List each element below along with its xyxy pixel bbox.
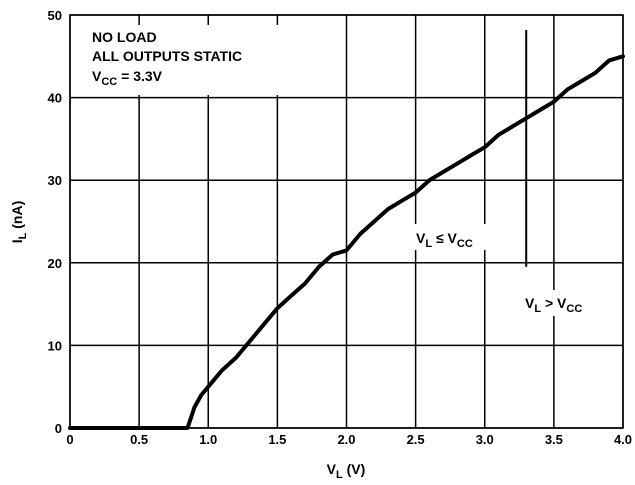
label-vl-le-vcc: VL ≤ VCC — [416, 230, 473, 250]
y-tick-labels: 0 10 20 30 40 50 — [48, 8, 62, 436]
x-tick-label-5: 2.5 — [407, 432, 425, 447]
annotation-outputs-static: ALL OUTPUTS STATIC — [92, 48, 242, 64]
label-vl-gt-vcc: VL > VCC — [525, 295, 582, 315]
x-axis-label: VL (V) — [327, 461, 366, 481]
y-axis-label: IL (nA) — [9, 201, 29, 244]
x-tick-label-4: 2.0 — [337, 432, 355, 447]
annotation-box-bg — [82, 25, 292, 95]
y-tick-label-5: 50 — [48, 8, 62, 23]
y-tick-label-0: 0 — [55, 421, 62, 436]
y-tick-label-3: 30 — [48, 173, 62, 188]
annotation-no-load: NO LOAD — [92, 29, 157, 45]
y-tick-label-2: 20 — [48, 256, 62, 271]
grid — [69, 14, 624, 429]
x-tick-label-0: 0 — [66, 432, 73, 447]
x-tick-label-2: 1.0 — [199, 432, 217, 447]
annotation-vcc: VCC = 3.3V — [92, 68, 163, 88]
x-tick-labels: 0 0.5 1.0 1.5 2.0 2.5 3.0 3.5 4.0 — [66, 432, 632, 447]
x-tick-label-7: 3.5 — [545, 432, 563, 447]
label-right-bg — [522, 290, 619, 316]
series-line — [68, 54, 625, 430]
plot-frame — [69, 14, 624, 429]
y-tick-label-4: 40 — [48, 91, 62, 106]
x-tick-label-3: 1.5 — [268, 432, 286, 447]
x-tick-label-8: 4.0 — [614, 432, 632, 447]
label-left-bg — [412, 224, 512, 250]
x-tick-label-6: 3.0 — [476, 432, 494, 447]
x-tick-label-1: 0.5 — [130, 432, 148, 447]
y-tick-label-1: 10 — [48, 338, 62, 353]
